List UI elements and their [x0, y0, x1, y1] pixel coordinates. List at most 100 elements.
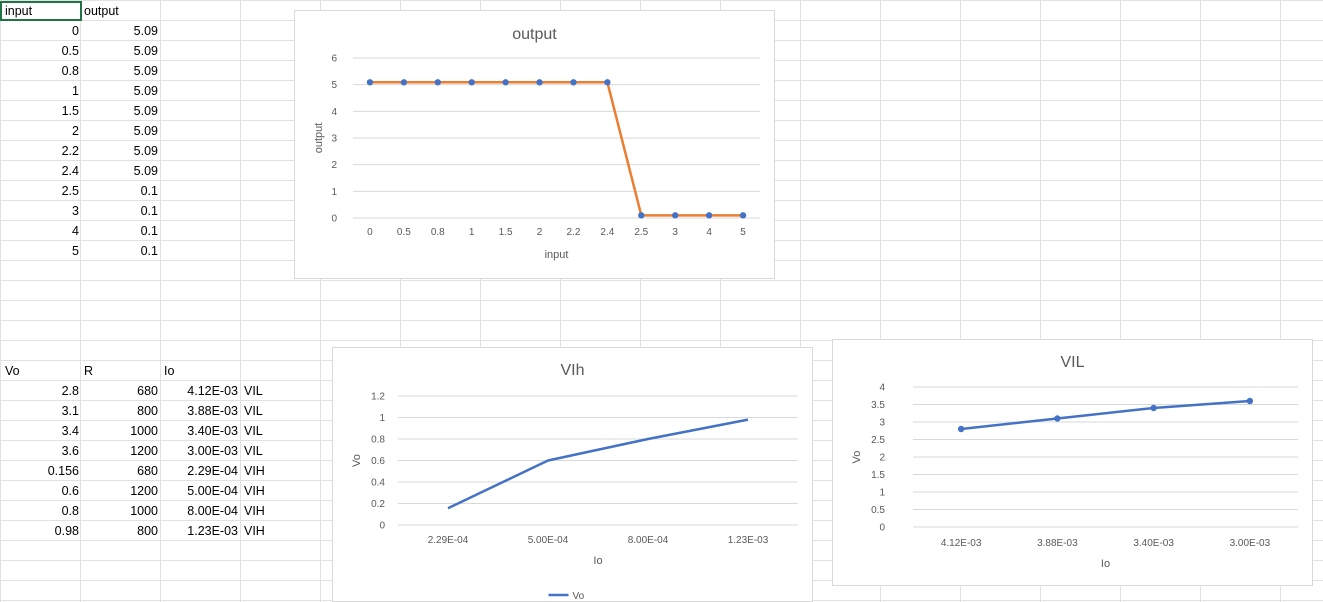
input-value-cell[interactable]: 5: [72, 244, 79, 258]
io-value-cell[interactable]: 1.23E-03: [187, 524, 238, 538]
x-tick-label: 4.12E-03: [941, 538, 982, 549]
x-tick-label: 4: [706, 227, 712, 238]
y-tick-label: 1: [379, 413, 385, 424]
vo-value-cell[interactable]: 0.8: [61, 504, 79, 518]
data-point: [957, 425, 965, 433]
data-point: [672, 212, 679, 219]
y-tick-label: 0.6: [371, 456, 385, 467]
y-tick-label: 2.5: [871, 435, 885, 446]
x-tick-label: 3: [672, 227, 678, 238]
input-value-cell[interactable]: 4: [72, 224, 79, 238]
input-value-cell[interactable]: 2.2: [61, 144, 79, 158]
input-value-cell[interactable]: 0.8: [61, 64, 79, 78]
r-value-cell[interactable]: 680: [137, 384, 158, 398]
data-point: [604, 79, 611, 86]
io-value-cell[interactable]: 8.00E-04: [187, 504, 238, 518]
y-tick-label: 0.8: [371, 435, 385, 446]
vo-value-cell[interactable]: 3.1: [61, 404, 79, 418]
y-axis-title: Vo: [851, 451, 863, 464]
output-value-cell[interactable]: 0.1: [140, 204, 158, 218]
input-value-cell[interactable]: 1.5: [61, 104, 79, 118]
r-value-cell[interactable]: 800: [137, 404, 158, 418]
output-value-cell[interactable]: 5.09: [133, 64, 158, 78]
output-value-cell[interactable]: 0.1: [140, 184, 158, 198]
y-tick-label: 0.2: [371, 499, 385, 510]
vil-vih-tag-cell[interactable]: VIL: [244, 384, 263, 398]
output-value-cell[interactable]: 0.1: [140, 244, 158, 258]
vil-vih-tag-cell[interactable]: VIH: [244, 484, 265, 498]
r-value-cell[interactable]: 1200: [130, 484, 158, 498]
x-tick-label: 0.5: [397, 227, 411, 238]
x-tick-label: 2.29E-04: [428, 535, 469, 546]
x-tick-label: 1.5: [499, 227, 513, 238]
r-value-cell[interactable]: 1200: [130, 444, 158, 458]
y-tick-label: 1.5: [871, 470, 885, 481]
io-value-cell[interactable]: 5.00E-04: [187, 484, 238, 498]
r-value-cell[interactable]: 1000: [130, 504, 158, 518]
input-value-cell[interactable]: 0.5: [61, 44, 79, 58]
output-value-cell[interactable]: 5.09: [133, 44, 158, 58]
x-tick-label: 1: [469, 227, 475, 238]
y-tick-label: 1: [331, 187, 337, 198]
input-value-cell[interactable]: 2.4: [61, 164, 79, 178]
output-chart[interactable]: output 0 1 2 3 4 5 6 0 0.5 0.8 1 1.5 2 2.2 2.4 2.5 3 4 5 inp…: [294, 10, 775, 279]
header-input-cell[interactable]: input: [0, 1, 82, 21]
vil-vih-tag-cell[interactable]: VIH: [244, 464, 265, 478]
input-value-cell[interactable]: 3: [72, 204, 79, 218]
output-value-cell[interactable]: 5.09: [133, 144, 158, 158]
output-value-cell[interactable]: 5.09: [133, 124, 158, 138]
input-value-cell[interactable]: 1: [72, 84, 79, 98]
series-line: [369, 81, 744, 217]
vil-vih-tag-cell[interactable]: VIL: [244, 404, 263, 418]
y-tick-label: 0.5: [871, 505, 885, 516]
series-line: [447, 418, 749, 510]
chart-title: VIh: [560, 362, 584, 379]
output-value-cell[interactable]: 5.09: [133, 84, 158, 98]
vil-vih-tag-cell[interactable]: VIH: [244, 524, 265, 538]
r-value-cell[interactable]: 680: [137, 464, 158, 478]
vo-value-cell[interactable]: 0.98: [54, 524, 79, 538]
vil-vih-tag-cell[interactable]: VIH: [244, 504, 265, 518]
x-tick-label: 2.4: [600, 227, 614, 238]
data-point: [366, 79, 374, 86]
x-tick-label: 3.88E-03: [1037, 538, 1078, 549]
header-output-cell[interactable]: output: [84, 4, 119, 18]
output-value-cell[interactable]: 5.09: [133, 104, 158, 118]
x-axis-title: Io: [1101, 558, 1110, 570]
input-value-cell[interactable]: 2.5: [61, 184, 79, 198]
vil-chart[interactable]: VIL 0 0.5 1 1.5 2 2.5 3 3.5 4 4.12E-03 3.88E-03 3.40…: [832, 339, 1313, 586]
output-value-cell[interactable]: 5.09: [133, 164, 158, 178]
output-value-cell[interactable]: 5.09: [133, 24, 158, 38]
io-value-cell[interactable]: 3.88E-03: [187, 404, 238, 418]
y-tick-label: 3.5: [871, 400, 885, 411]
data-point: [638, 212, 645, 219]
io-value-cell[interactable]: 3.40E-03: [187, 424, 238, 438]
y-tick-label: 3: [331, 134, 337, 145]
r-value-cell[interactable]: 1000: [130, 424, 158, 438]
vil-vih-tag-cell[interactable]: VIL: [244, 444, 263, 458]
io-value-cell[interactable]: 2.29E-04: [187, 464, 238, 478]
header-vo-cell[interactable]: Vo: [5, 364, 20, 378]
y-tick-label: 1.2: [371, 392, 385, 403]
x-tick-label: 3.00E-03: [1230, 538, 1271, 549]
input-value-cell[interactable]: 2: [72, 124, 79, 138]
data-point: [1150, 404, 1157, 412]
vo-value-cell[interactable]: 3.4: [61, 424, 79, 438]
data-point: [570, 79, 577, 86]
vih-chart[interactable]: VIh 0 0.2 0.4 0.6 0.8 1 1.2 2.29E-04 5.00E-04 8.00…: [332, 347, 813, 602]
series-line: [960, 399, 1250, 431]
header-r-cell[interactable]: R: [84, 364, 94, 378]
io-value-cell[interactable]: 3.00E-03: [187, 444, 238, 458]
r-value-cell[interactable]: 800: [137, 524, 158, 538]
vo-value-cell[interactable]: 0.156: [47, 464, 79, 478]
vo-value-cell[interactable]: 0.6: [61, 484, 79, 498]
input-value-cell[interactable]: 0: [72, 24, 79, 38]
vo-value-cell[interactable]: 2.8: [61, 384, 79, 398]
output-value-cell[interactable]: 0.1: [140, 224, 158, 238]
data-point: [536, 79, 543, 86]
data-point: [468, 79, 475, 86]
header-io-cell[interactable]: Io: [164, 364, 175, 378]
io-value-cell[interactable]: 4.12E-03: [187, 384, 238, 398]
vil-vih-tag-cell[interactable]: VIL: [244, 424, 263, 438]
vo-value-cell[interactable]: 3.6: [61, 444, 79, 458]
